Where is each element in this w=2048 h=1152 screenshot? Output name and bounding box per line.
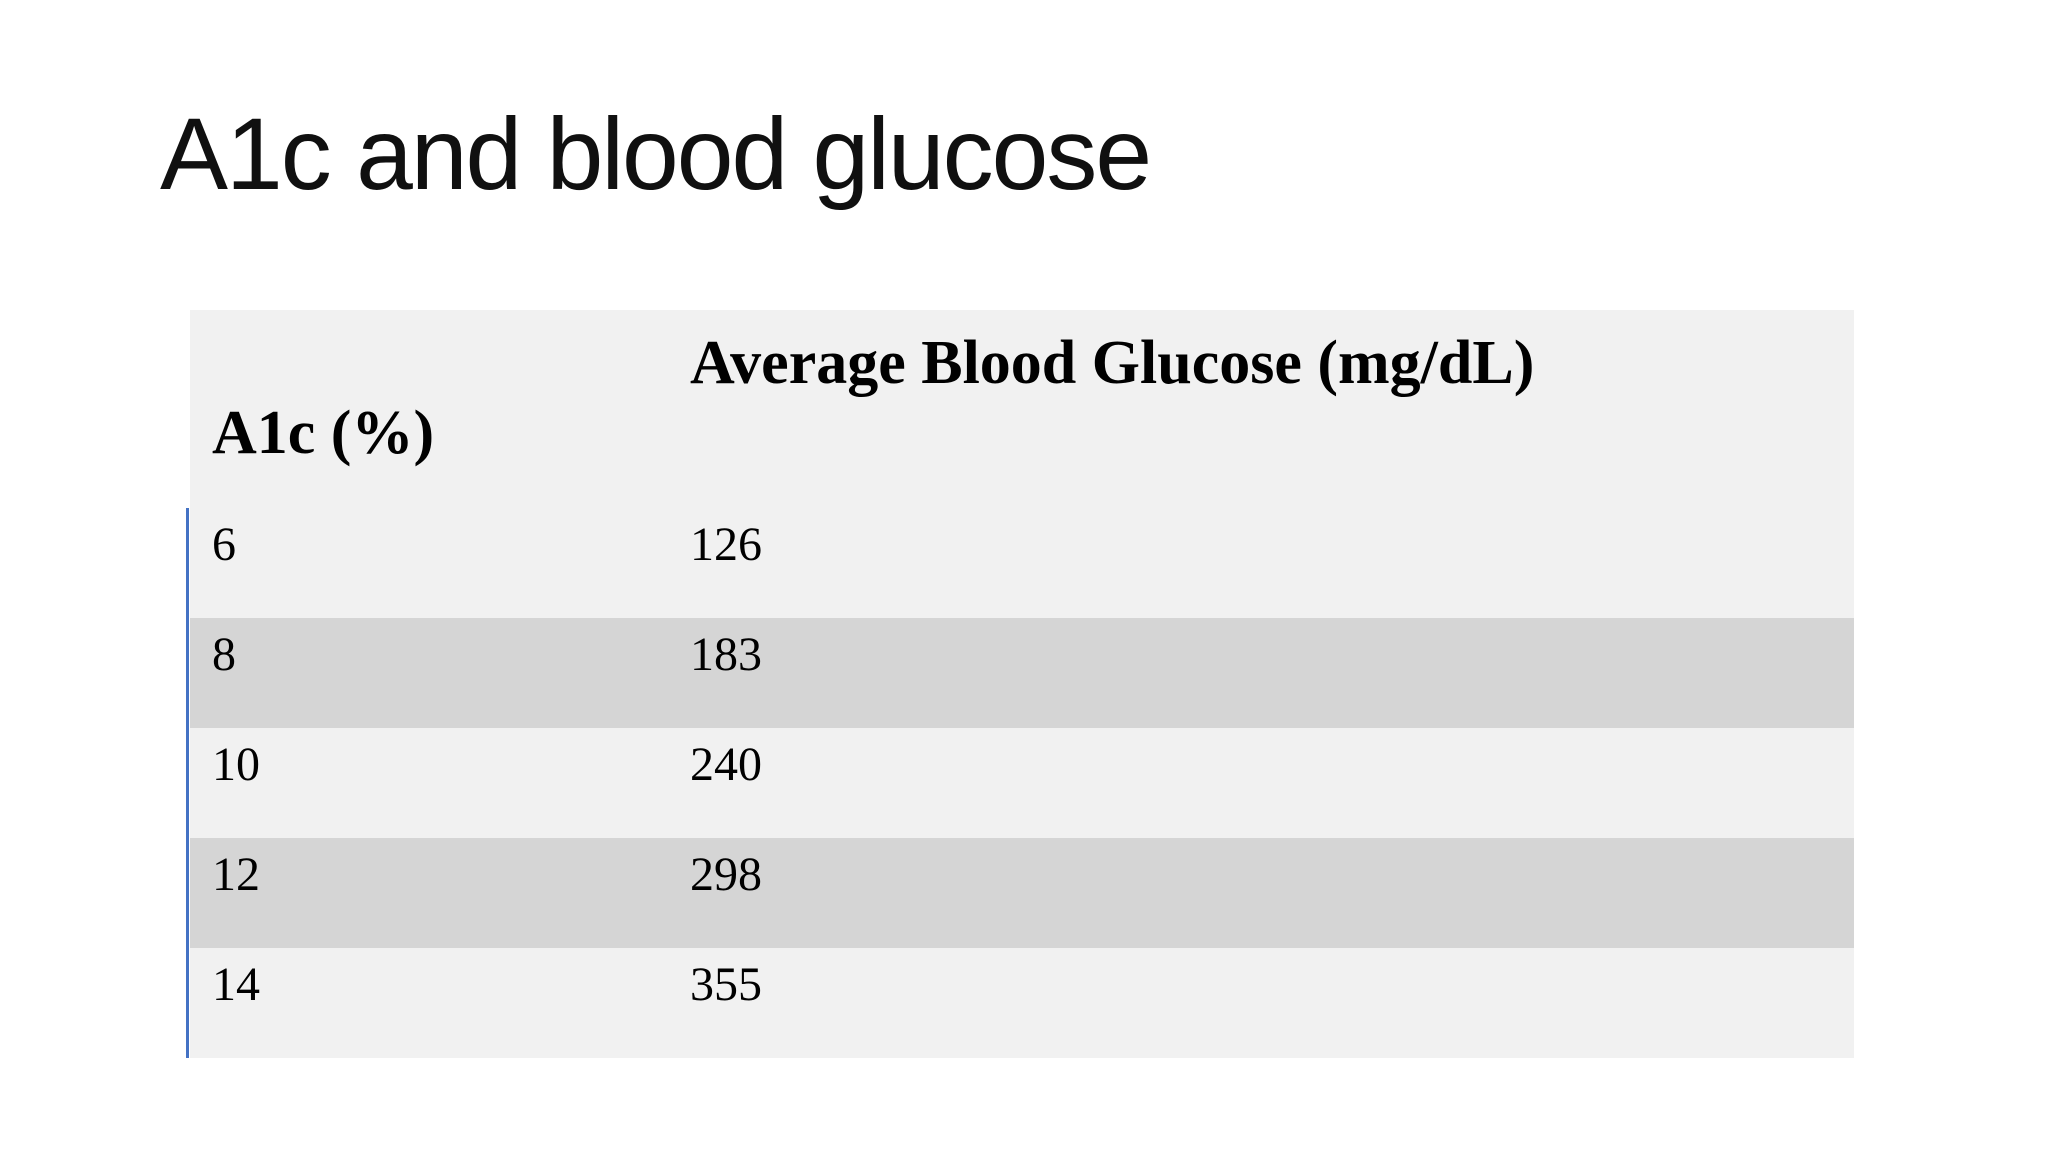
- table-row: 12 298: [190, 838, 1854, 948]
- a1c-value-cell: 12: [212, 848, 260, 901]
- a1c-value-cell: 8: [212, 628, 236, 681]
- a1c-value-cell: 6: [212, 518, 236, 571]
- slide-title: A1c and blood glucose: [160, 97, 1152, 211]
- a1c-glucose-table: A1c (%) Average Blood Glucose (mg/dL) 6 …: [190, 310, 1854, 1058]
- glucose-value-cell: 355: [690, 958, 762, 1011]
- glucose-value-cell: 126: [690, 518, 762, 571]
- table-row: 10 240: [190, 728, 1854, 838]
- column-header-a1c: A1c (%): [212, 399, 435, 467]
- a1c-value-cell: 10: [212, 738, 260, 791]
- table-accent-line: [186, 508, 189, 1058]
- glucose-value-cell: 240: [690, 738, 762, 791]
- a1c-value-cell: 14: [212, 958, 260, 1011]
- glucose-value-cell: 298: [690, 848, 762, 901]
- table-row: 14 355: [190, 948, 1854, 1058]
- column-header-average-blood-glucose: Average Blood Glucose (mg/dL): [690, 329, 1535, 397]
- table-row: 8 183: [190, 618, 1854, 728]
- glucose-value-cell: 183: [690, 628, 762, 681]
- table-header-row: A1c (%) Average Blood Glucose (mg/dL): [190, 310, 1854, 508]
- table-body: 6 126 8 183 10 240 12 298 14 355: [190, 508, 1854, 1058]
- table-row: 6 126: [190, 508, 1854, 618]
